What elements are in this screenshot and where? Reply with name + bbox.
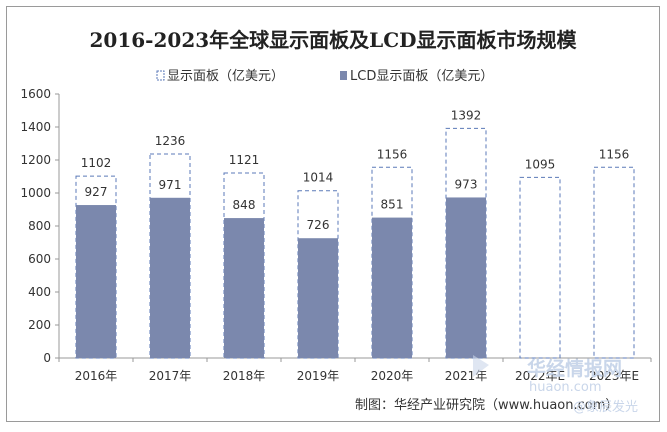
x-tick-label: 2016年 [75, 369, 118, 383]
legend-label-lcd: LCD显示面板（亿美元） [350, 69, 493, 84]
chart-frame: 2016-2023年全球显示面板及LCD显示面板市场规模 显示面板（亿美元） L… [6, 6, 660, 422]
watermark-handle: @象辰发光 [573, 399, 638, 415]
y-tick-label: 1200 [20, 153, 51, 167]
bar-lcd [150, 197, 190, 358]
x-tick-label: 2022年E [515, 369, 565, 383]
data-label-panel: 1014 [303, 171, 334, 185]
x-tick-label: 2017年 [149, 369, 192, 383]
bar-lcd [372, 217, 412, 358]
bar-panel [593, 166, 635, 359]
legend-swatch-lcd [340, 71, 347, 80]
x-tick-label: 2020年 [371, 369, 414, 383]
y-tick-label: 200 [28, 318, 51, 332]
watermark-logo-icon [473, 355, 489, 377]
data-label-panel: 1156 [377, 147, 408, 161]
data-label-lcd: 973 [455, 177, 478, 191]
legend: 显示面板（亿美元） LCD显示面板（亿美元） [156, 69, 493, 84]
data-label-panel: 1102 [81, 156, 112, 170]
data-label-panel: 1236 [155, 134, 186, 148]
data-label-lcd: 927 [85, 185, 108, 199]
data-label-lcd: 848 [233, 198, 256, 212]
watermark-brand: 华经情报网 [527, 357, 622, 380]
watermark: 华经情报网 huaon.com @象辰发光 [473, 355, 638, 415]
chart-title: 2016-2023年全球显示面板及LCD显示面板市场规模 [90, 28, 578, 52]
x-tick-label: 2019年 [297, 369, 340, 383]
watermark-url: huaon.com [529, 380, 602, 395]
y-tick-label: 1400 [20, 120, 51, 134]
legend-swatch-panel [156, 70, 165, 81]
y-tick-label: 1000 [20, 186, 51, 200]
x-tick-label: 2021年 [445, 369, 488, 383]
x-tick-label: 2023年E [589, 369, 639, 383]
data-label-lcd: 851 [381, 198, 404, 212]
y-tick-label: 600 [28, 252, 51, 266]
plot-area: 0 200 400 600 800 1000 1200 1400 1600 1102 927 2016… [20, 87, 652, 383]
y-tick-label: 800 [28, 219, 51, 233]
x-tick-label: 2018年 [223, 369, 266, 383]
y-tick-label: 1600 [20, 87, 51, 101]
source-note: 制图：华经产业研究院（www.huaon.com） [355, 398, 618, 413]
data-label-panel: 1392 [451, 108, 482, 122]
data-label-lcd: 726 [307, 218, 330, 232]
y-tick-label: 400 [28, 285, 51, 299]
legend-label-panel: 显示面板（亿美元） [167, 69, 284, 84]
bar-lcd [298, 238, 338, 358]
data-label-panel: 1156 [599, 147, 630, 161]
y-tick-label: 0 [43, 351, 51, 365]
bar-panel [519, 176, 561, 359]
bar-lcd [76, 205, 116, 358]
bar-lcd [446, 197, 486, 358]
data-label-lcd: 971 [159, 178, 182, 192]
bar-chart: 2016-2023年全球显示面板及LCD显示面板市场规模 显示面板（亿美元） L… [20, 28, 652, 415]
data-label-panel: 1095 [525, 157, 556, 171]
data-label-panel: 1121 [229, 153, 260, 167]
bar-lcd [224, 218, 264, 358]
